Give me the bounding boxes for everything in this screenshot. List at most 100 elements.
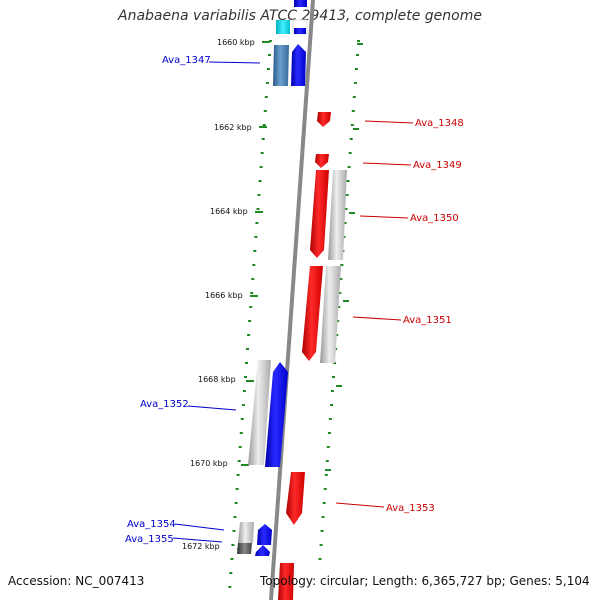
accession-text: Accession: NC_007413 — [8, 574, 145, 588]
track-dot — [338, 292, 342, 294]
track-dot — [324, 474, 328, 476]
track-dot — [336, 320, 340, 322]
track-dot — [249, 306, 253, 308]
track-dot — [345, 194, 349, 196]
track-dot — [318, 558, 322, 560]
tick-label-1660: 1660 kbp — [217, 38, 255, 47]
label-ava-1347[interactable]: Ava_1347 — [162, 55, 211, 66]
track-dot — [323, 488, 327, 490]
track-dot — [352, 96, 356, 98]
track-dot — [251, 278, 255, 280]
tick-marks — [237, 41, 363, 550]
track-dot — [242, 390, 246, 392]
track-dot — [231, 544, 235, 546]
label-ava-1348[interactable]: Ava_1348 — [415, 118, 464, 129]
tick-label-1662: 1662 kbp — [214, 123, 252, 132]
track-dot — [268, 54, 271, 56]
track-dot — [245, 362, 248, 364]
track-dot — [354, 68, 358, 70]
track-dot — [258, 180, 262, 182]
track-dot — [325, 460, 329, 462]
track-dot — [322, 502, 326, 504]
gene-ava-1354[interactable] — [237, 522, 254, 554]
gene-ava-1350[interactable] — [310, 170, 347, 260]
track-dot — [348, 152, 352, 154]
track-dot — [346, 180, 350, 182]
track-dot — [263, 110, 267, 112]
track-dot — [339, 278, 343, 280]
label-ava-1350[interactable]: Ava_1350 — [410, 213, 459, 224]
track-dot — [257, 194, 261, 196]
leader-ava-1351 — [352, 316, 402, 321]
map-title: Anabaena variabilis ATCC 29413, complete… — [118, 8, 482, 24]
track-dot — [330, 404, 333, 406]
label-ava-1349[interactable]: Ava_1349 — [413, 160, 462, 171]
topology-text: Topology: circular; Length: 6,365,727 bp… — [260, 574, 590, 588]
label-ava-1353[interactable]: Ava_1353 — [386, 503, 435, 514]
leader-ava-1350 — [359, 215, 409, 219]
track-dot — [241, 404, 245, 406]
leader-ava-1354 — [174, 523, 225, 531]
label-ava-1354[interactable]: Ava_1354 — [127, 519, 176, 530]
track-dot — [269, 40, 272, 42]
label-ava-1352[interactable]: Ava_1352 — [140, 399, 189, 410]
track-dot — [343, 222, 347, 224]
track-dot — [260, 152, 264, 154]
track-dot — [229, 572, 233, 574]
track-dot — [353, 82, 357, 84]
forward-track-dots — [228, 40, 272, 588]
gene-bottom-partial[interactable] — [278, 563, 294, 600]
track-dot — [234, 502, 238, 504]
track-dot — [248, 320, 252, 322]
track-dot — [357, 40, 360, 42]
leader-ava-1352 — [187, 405, 237, 411]
track-dot — [255, 222, 259, 224]
gene-ava-1349[interactable] — [315, 154, 329, 168]
label-ava-1351[interactable]: Ava_1351 — [403, 315, 452, 326]
gene-ava-1347[interactable] — [273, 44, 306, 86]
track-dot — [261, 138, 265, 140]
track-dot — [349, 138, 353, 140]
track-dot — [247, 334, 251, 336]
gene-ava-1351[interactable] — [302, 266, 341, 363]
track-dot — [240, 418, 244, 420]
leader-ava-1347 — [208, 61, 261, 64]
tick-label-1672: 1672 kbp — [182, 542, 220, 551]
track-dot — [326, 446, 330, 448]
track-dot — [350, 124, 354, 126]
track-dot — [319, 544, 323, 546]
track-dot — [259, 166, 263, 168]
track-dot — [246, 348, 249, 350]
gene-top-partial[interactable] — [276, 0, 308, 35]
track-dot — [337, 306, 341, 308]
tick-label-1664: 1664 kbp — [210, 207, 248, 216]
track-dot — [250, 292, 254, 294]
gene-ava-1355[interactable] — [255, 524, 272, 556]
leader-ava-1349 — [362, 162, 412, 166]
track-dot — [232, 530, 236, 532]
track-dot — [237, 460, 241, 462]
track-dot — [235, 488, 239, 490]
track-dot — [328, 418, 332, 420]
track-dot — [356, 54, 359, 56]
track-dot — [347, 166, 351, 168]
track-dot — [236, 474, 240, 476]
track-dot — [233, 516, 237, 518]
track-dot — [256, 208, 260, 210]
track-dot — [266, 68, 270, 70]
track-dot — [331, 390, 334, 392]
track-dot — [344, 208, 348, 210]
track-dot — [239, 432, 243, 434]
gene-ava-1348[interactable] — [317, 112, 331, 127]
genome-backbone — [269, 0, 315, 600]
track-dot — [340, 264, 344, 266]
gene-ava-1353[interactable] — [286, 472, 305, 525]
track-dot — [332, 376, 335, 378]
leader-ava-1353 — [335, 502, 385, 508]
leader-ava-1348 — [364, 120, 414, 124]
track-dot — [228, 586, 232, 588]
track-dot — [244, 376, 247, 378]
label-ava-1355[interactable]: Ava_1355 — [125, 534, 174, 545]
gene-ava-1352[interactable] — [248, 360, 288, 467]
